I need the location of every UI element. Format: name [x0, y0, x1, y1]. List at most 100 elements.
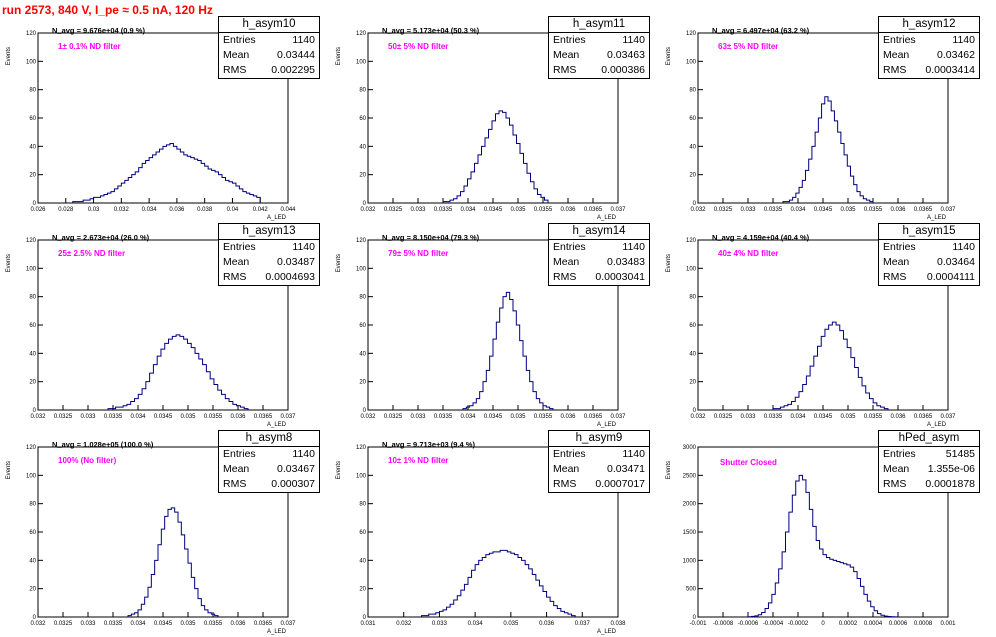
y-tick-label: 20 [29, 173, 36, 179]
stats-row-value: 1140 [292, 34, 315, 46]
y-tick-label: 0 [693, 408, 697, 414]
stats-row-value: 0.002295 [271, 64, 315, 76]
x-tick-label: 0.033 [410, 414, 426, 420]
x-tick-label: 0.0355 [534, 207, 553, 213]
x-tick-label: 0.034 [460, 207, 476, 213]
y-axis-label: Events [336, 461, 342, 479]
y-tick-label: 100 [686, 59, 697, 65]
x-tick-label: 0.037 [610, 207, 626, 213]
stats-row: Entries 1140 [219, 240, 319, 255]
x-tick-label: 0.035 [840, 414, 856, 420]
x-tick-label: 0.032 [690, 414, 706, 420]
stats-row-label: Entries [553, 448, 586, 460]
filter-label: 25± 2.5% ND filter [58, 249, 126, 258]
histogram-svg: 0.032 0.0325 0.033 0.0335 0.034 0.0345 0.035 0.… [336, 238, 626, 428]
stats-row: RMS 0.002295 [219, 63, 319, 78]
y-tick-label: 60 [689, 116, 696, 122]
y-axis-label: Events [6, 47, 12, 65]
y-tick-label: 0 [693, 201, 697, 207]
x-tick-label: 0.036 [890, 207, 906, 213]
stats-title: h_asym12 [879, 17, 979, 33]
x-tick-label: 0.0355 [534, 414, 553, 420]
stats-title: h_asym11 [549, 17, 649, 33]
stats-row: Mean 1.355e-06 [879, 462, 979, 477]
x-tick-label: 0.0335 [764, 207, 783, 213]
y-tick-label: 80 [689, 295, 696, 301]
x-axis-label: A_LED [267, 422, 287, 428]
y-tick-label: 20 [359, 173, 366, 179]
x-tick-label: 0.032 [30, 414, 46, 420]
stats-row-value: 0.03483 [607, 256, 645, 268]
x-tick-label: 0.026 [30, 207, 46, 213]
x-tick-label: 0.033 [80, 414, 96, 420]
stats-row-value: 0.000307 [271, 478, 315, 490]
stats-title: h_asym9 [549, 431, 649, 447]
stats-row: RMS 0.0004693 [219, 270, 319, 285]
stats-row-label: Mean [883, 256, 910, 268]
stats-row-value: 1140 [292, 448, 315, 460]
stats-row-label: RMS [223, 64, 247, 76]
x-tick-label: 0.036 [230, 414, 246, 420]
stats-row: Mean 0.03471 [549, 462, 649, 477]
y-tick-label: 120 [26, 238, 37, 244]
stats-row: Mean 0.03467 [219, 462, 319, 477]
y-tick-label: 40 [689, 351, 696, 357]
x-tick-label: 0.038 [197, 207, 213, 213]
stats-row-label: Mean [553, 49, 580, 61]
x-tick-label: 0.037 [940, 207, 956, 213]
histogram-panel: 0.032 0.0325 0.033 0.0335 0.034 0.0345 0.035 0.… [330, 16, 660, 223]
stats-title: h_asym10 [219, 17, 319, 33]
stats-row-value: 0.0003414 [925, 64, 975, 76]
stats-box: h_asym11 Entries 1140 Mean 0.03463 RMS 0.00038… [548, 16, 650, 79]
histogram-panel: -0.001 -0.0008 -0.0006 -0.0004 -0.0002 0 0.000… [660, 430, 990, 637]
stats-row: Entries 1140 [219, 33, 319, 48]
histogram-panel: 0.032 0.0325 0.033 0.0335 0.034 0.0345 0.035 0.… [660, 16, 990, 223]
navg-label: N_avg = 9.713e+03 (9.4 %) [382, 440, 475, 449]
x-tick-label: 0.035 [510, 207, 526, 213]
y-tick-label: 60 [29, 116, 36, 122]
navg-label: N_avg = 5.173e+04 (50.3 %) [382, 26, 480, 35]
y-tick-label: 60 [359, 116, 366, 122]
histogram-series [772, 321, 889, 410]
x-tick-label: 0.034 [142, 207, 158, 213]
stats-box: h_asym13 Entries 1140 Mean 0.03487 RMS 0.00046… [218, 223, 320, 286]
x-tick-label: 0.0365 [914, 414, 933, 420]
y-tick-label: 2500 [683, 473, 697, 479]
x-tick-label: 0.0355 [864, 414, 883, 420]
stats-row-value: 1140 [622, 34, 645, 46]
stats-row-value: 0.03467 [277, 463, 315, 475]
stats-row-value: 0.03471 [607, 463, 645, 475]
x-tick-label: 0.034 [790, 207, 806, 213]
x-tick-label: 0.0335 [764, 414, 783, 420]
y-tick-label: 120 [686, 31, 697, 37]
stats-title: h_asym14 [549, 224, 649, 240]
y-tick-label: 20 [689, 173, 696, 179]
y-tick-label: 40 [359, 351, 366, 357]
y-tick-label: 120 [356, 238, 367, 244]
x-axis-label: A_LED [597, 422, 617, 428]
stats-row-label: Entries [553, 34, 586, 46]
stats-row-label: Entries [223, 241, 256, 253]
y-tick-label: 100 [356, 59, 367, 65]
filter-label: 79± 5% ND filter [388, 249, 449, 258]
y-tick-label: 1500 [683, 530, 697, 536]
x-tick-label: 0.0325 [54, 414, 73, 420]
y-tick-label: 60 [29, 530, 36, 536]
x-tick-label: 0.035 [840, 207, 856, 213]
stats-row: Entries 1140 [219, 447, 319, 462]
navg-label: N_avg = 1.028e+05 (100.0 %) [52, 440, 154, 449]
x-tick-label: 0.032 [690, 207, 706, 213]
y-tick-label: 80 [359, 88, 366, 94]
y-tick-label: 0 [33, 615, 37, 621]
y-tick-label: 40 [29, 351, 36, 357]
stats-row: Entries 1140 [879, 240, 979, 255]
stats-title: h_asym15 [879, 224, 979, 240]
y-tick-label: 120 [26, 445, 37, 451]
stats-row-value: 1.355e-06 [927, 463, 975, 475]
y-tick-label: 80 [359, 502, 366, 508]
navg-label: N_avg = 4.159e+04 (40.4 %) [712, 233, 810, 242]
stats-box: h_asym9 Entries 1140 Mean 0.03471 RMS 0.000701… [548, 430, 650, 493]
stats-row-value: 0.000386 [601, 64, 645, 76]
stats-row-value: 1140 [622, 241, 645, 253]
stats-row-label: Entries [883, 34, 916, 46]
